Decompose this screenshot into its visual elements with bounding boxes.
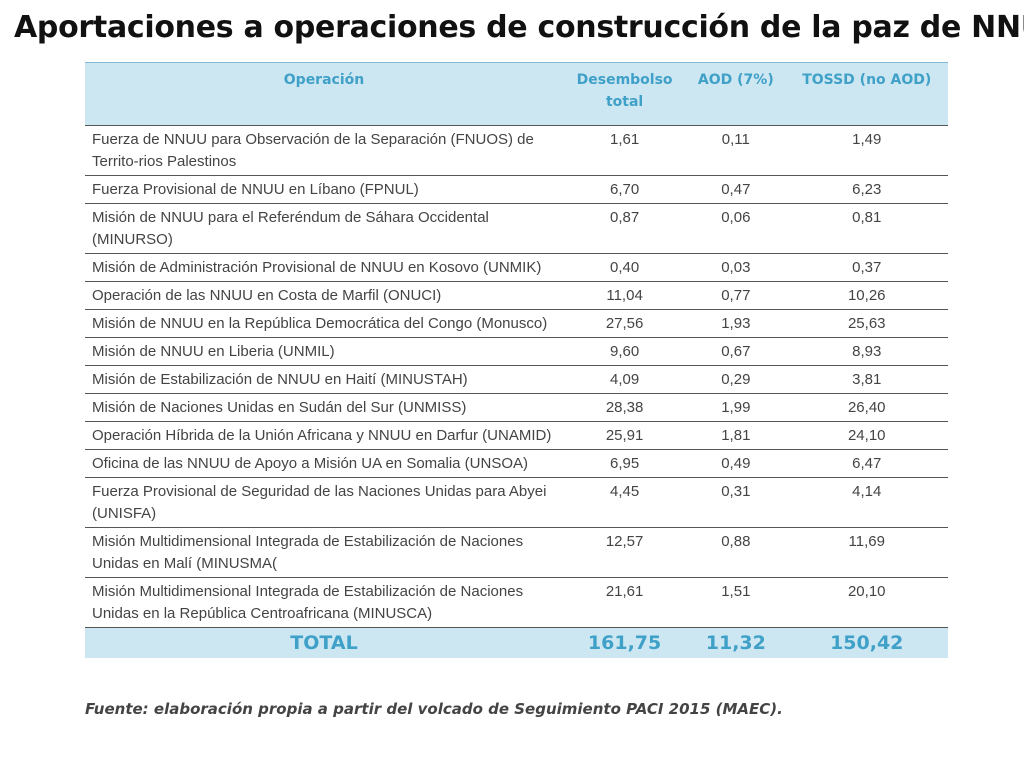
column-header-disbursement-line2: total [605,94,644,110]
tossd-cell: 0,81 [785,203,948,254]
table-row: Misión de NNUU para el Referéndum de Sáh… [85,203,948,254]
aod-cell: 0,31 [686,477,786,528]
tossd-cell: 3,81 [785,365,948,394]
tossd-cell: 20,10 [785,577,948,628]
table-body: Fuerza de NNUU para Observación de la Se… [85,125,948,628]
tossd-cell: 25,63 [785,309,948,338]
operation-cell: Misión Multidimensional Integrada de Est… [85,527,563,578]
aod-cell: 0,06 [686,203,786,254]
operation-cell: Misión de NNUU en Liberia (UNMIL) [85,337,563,366]
tossd-cell: 6,47 [785,449,948,478]
column-header-operation: Operación [85,62,563,126]
total-aod: 11,32 [686,627,786,658]
disbursement-cell: 21,61 [563,577,687,628]
table-header-row: Operación Desembolso total AOD (7%) TOSS… [85,62,948,126]
table-row: Fuerza de NNUU para Observación de la Se… [85,125,948,176]
column-header-tossd: TOSSD (no AOD) [785,62,948,126]
tossd-cell: 26,40 [785,393,948,422]
disbursement-cell: 0,87 [563,203,687,254]
table-footer: TOTAL 161,75 11,32 150,42 [85,627,948,658]
total-label: TOTAL [85,627,563,658]
table-row: Fuerza Provisional de Seguridad de las N… [85,477,948,528]
aod-cell: 0,88 [686,527,786,578]
table-row: Misión de NNUU en Liberia (UNMIL) 9,60 0,6… [85,337,948,366]
total-disbursement: 161,75 [563,627,687,658]
operation-cell: Fuerza Provisional de Seguridad de las N… [85,477,563,528]
page-title: Aportaciones a operaciones de construcci… [14,10,1024,45]
disbursement-cell: 0,40 [563,253,687,282]
total-tossd: 150,42 [785,627,948,658]
column-header-disbursement-line1: Desembolso [576,72,673,88]
aod-cell: 0,77 [686,281,786,310]
table-row: Misión Multidimensional Integrada de Est… [85,527,948,578]
tossd-cell: 0,37 [785,253,948,282]
aod-cell: 0,03 [686,253,786,282]
table-header: Operación Desembolso total AOD (7%) TOSS… [85,62,948,126]
total-row: TOTAL 161,75 11,32 150,42 [85,627,948,658]
tossd-cell: 8,93 [785,337,948,366]
aod-cell: 1,51 [686,577,786,628]
aod-cell: 0,11 [686,125,786,176]
disbursement-cell: 9,60 [563,337,687,366]
tossd-cell: 4,14 [785,477,948,528]
aod-cell: 0,29 [686,365,786,394]
operation-cell: Misión de NNUU para el Referéndum de Sáh… [85,203,563,254]
disbursement-cell: 4,45 [563,477,687,528]
disbursement-cell: 25,91 [563,421,687,450]
operation-cell: Misión de Naciones Unidas en Sudán del S… [85,393,563,422]
tossd-cell: 10,26 [785,281,948,310]
operation-cell: Oficina de las NNUU de Apoyo a Misión UA… [85,449,563,478]
operation-cell: Misión Multidimensional Integrada de Est… [85,577,563,628]
disbursement-cell: 1,61 [563,125,687,176]
disbursement-cell: 28,38 [563,393,687,422]
table-row: Operación de las NNUU en Costa de Marfil… [85,281,948,310]
disbursement-cell: 6,70 [563,175,687,204]
tossd-cell: 24,10 [785,421,948,450]
operation-cell: Fuerza de NNUU para Observación de la Se… [85,125,563,176]
table-row: Misión Multidimensional Integrada de Est… [85,577,948,628]
tossd-cell: 11,69 [785,527,948,578]
table-row: Fuerza Provisional de NNUU en Líbano (FP… [85,175,948,204]
column-header-aod: AOD (7%) [686,62,786,126]
table-row: Misión de Estabilización de NNUU en Hait… [85,365,948,394]
aod-cell: 1,93 [686,309,786,338]
column-header-disbursement: Desembolso total [563,62,687,126]
aod-cell: 0,47 [686,175,786,204]
operation-cell: Misión de Administración Provisional de … [85,253,563,282]
contributions-table: Operación Desembolso total AOD (7%) TOSS… [85,62,948,658]
operation-cell: Misión de Estabilización de NNUU en Hait… [85,365,563,394]
disbursement-cell: 12,57 [563,527,687,578]
disbursement-cell: 11,04 [563,281,687,310]
disbursement-cell: 4,09 [563,365,687,394]
operation-cell: Misión de NNUU en la República Democráti… [85,309,563,338]
contributions-table-container: Operación Desembolso total AOD (7%) TOSS… [85,62,948,658]
operation-cell: Operación Híbrida de la Unión Africana y… [85,421,563,450]
aod-cell: 0,67 [686,337,786,366]
disbursement-cell: 27,56 [563,309,687,338]
table-row: Misión de NNUU en la República Democráti… [85,309,948,338]
source-note: Fuente: elaboración propia a partir del … [85,700,783,718]
table-row: Operación Híbrida de la Unión Africana y… [85,421,948,450]
aod-cell: 0,49 [686,449,786,478]
operation-cell: Fuerza Provisional de NNUU en Líbano (FP… [85,175,563,204]
table-row: Misión de Naciones Unidas en Sudán del S… [85,393,948,422]
disbursement-cell: 6,95 [563,449,687,478]
aod-cell: 1,81 [686,421,786,450]
aod-cell: 1,99 [686,393,786,422]
tossd-cell: 6,23 [785,175,948,204]
tossd-cell: 1,49 [785,125,948,176]
operation-cell: Operación de las NNUU en Costa de Marfil… [85,281,563,310]
table-row: Oficina de las NNUU de Apoyo a Misión UA… [85,449,948,478]
table-row: Misión de Administración Provisional de … [85,253,948,282]
